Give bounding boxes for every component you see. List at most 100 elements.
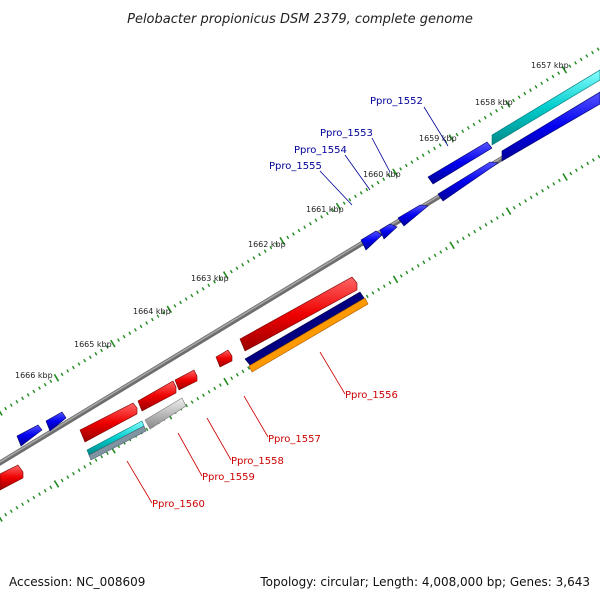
ruler-tick-minor bbox=[438, 143, 442, 147]
ruler-tick-minor bbox=[371, 291, 375, 295]
ruler-label: 1658 kbp bbox=[475, 98, 513, 107]
ruler-tick-minor bbox=[461, 236, 465, 241]
ruler-tick-minor bbox=[478, 119, 482, 123]
ruler-tick-minor bbox=[388, 281, 392, 285]
feature-ppro-1557[interactable] bbox=[239, 276, 358, 352]
ruler-tick-minor bbox=[365, 187, 369, 192]
ruler-tick-minor bbox=[490, 219, 494, 224]
ruler-tick-minor bbox=[500, 105, 504, 110]
feature-ppro-1556-navy[interactable] bbox=[244, 291, 365, 366]
gene-label-ppro-1554[interactable]: Ppro_1554 bbox=[294, 145, 347, 156]
gene-label-ppro-1560[interactable]: Ppro_1560 bbox=[152, 499, 205, 510]
ruler-tick-major bbox=[562, 173, 568, 181]
map-title: Pelobacter propionicus DSM 2379, complet… bbox=[127, 12, 473, 27]
feature-ppro-1554[interactable] bbox=[437, 161, 499, 202]
ruler-tick-minor bbox=[359, 191, 363, 195]
ruler-tick-minor bbox=[303, 225, 307, 229]
ruler-tick-minor bbox=[292, 232, 295, 236]
ruler-tick-minor bbox=[184, 297, 188, 301]
gene-label-ppro-1557[interactable]: Ppro_1557 bbox=[268, 434, 321, 445]
ruler-ticks-top bbox=[0, 47, 600, 416]
feature-ppro-1560[interactable] bbox=[79, 402, 138, 443]
ruler-tick-minor bbox=[541, 188, 544, 193]
ruler-tick-minor bbox=[478, 226, 482, 230]
ruler-tick-minor bbox=[263, 249, 267, 253]
ruler-tick-minor bbox=[495, 216, 499, 220]
ruler-tick-major bbox=[335, 202, 342, 211]
ruler-tick-minor bbox=[348, 198, 352, 202]
ruler-tick-minor bbox=[49, 485, 53, 490]
ruler-tick-minor bbox=[286, 235, 290, 240]
feature-forward-gene[interactable] bbox=[379, 223, 398, 240]
feature-forward-gene[interactable] bbox=[45, 411, 67, 432]
gene-label-ppro-1559[interactable]: Ppro_1559 bbox=[202, 472, 255, 483]
topology-text: Topology: circular; Length: 4,008,000 bp… bbox=[259, 575, 590, 589]
feature-ppro-1556-orange[interactable] bbox=[248, 297, 369, 373]
ruler-tick-major bbox=[448, 134, 455, 143]
ruler-tick-minor bbox=[60, 478, 64, 483]
ruler-tick-minor bbox=[218, 276, 222, 281]
ruler-tick-minor bbox=[445, 246, 448, 251]
gene-label-ppro-1555[interactable]: Ppro_1555 bbox=[269, 161, 322, 172]
gene-label-ppro-1552[interactable]: Ppro_1552 bbox=[370, 96, 423, 107]
ruler-tick-minor bbox=[21, 502, 25, 507]
feature-ppro-1555[interactable] bbox=[397, 204, 429, 227]
ruler-tick-minor bbox=[297, 228, 301, 233]
leaders-top bbox=[319, 106, 449, 206]
ruler-tick-minor bbox=[558, 178, 561, 183]
ruler-tick-minor bbox=[201, 287, 205, 291]
feature-ppro-1559[interactable] bbox=[144, 397, 187, 430]
feature-reverse-gene[interactable] bbox=[174, 369, 198, 391]
ruler-tick-minor bbox=[88, 461, 92, 466]
ruler-tick-minor bbox=[38, 492, 41, 496]
gene-label-ppro-1556[interactable]: Ppro_1556 bbox=[345, 390, 398, 401]
ruler-tick-minor bbox=[428, 257, 431, 261]
ruler-tick-minor bbox=[410, 160, 414, 164]
ruler-tick-major bbox=[505, 207, 512, 216]
feature-ppro-1558[interactable] bbox=[215, 349, 233, 368]
ruler-tick-minor bbox=[145, 427, 149, 432]
ruler-tick-minor bbox=[105, 345, 109, 349]
leaders-bottom bbox=[126, 351, 346, 504]
ruler-tick-minor bbox=[552, 182, 556, 186]
ruler-tick-minor bbox=[512, 206, 516, 210]
ruler-tick-minor bbox=[246, 259, 250, 264]
feature-ppro-1552[interactable] bbox=[491, 69, 600, 146]
ruler-tick-minor bbox=[9, 403, 13, 407]
ruler-tick-minor bbox=[43, 489, 47, 493]
ruler-tick-minor bbox=[66, 475, 70, 479]
feature-reverse-gene[interactable] bbox=[137, 380, 177, 412]
ruler-tick-minor bbox=[586, 161, 590, 166]
ruler-tick-minor bbox=[122, 334, 126, 339]
ruler-tick-minor bbox=[258, 252, 261, 257]
ruler-tick-minor bbox=[399, 274, 403, 278]
ruler-tick-minor bbox=[83, 465, 87, 469]
ruler-tick-minor bbox=[523, 91, 527, 96]
ruler-tick-minor bbox=[241, 369, 245, 374]
ruler-tick-minor bbox=[213, 386, 217, 391]
feature-forward-gene[interactable] bbox=[360, 230, 383, 251]
ruler-tick-major bbox=[222, 271, 229, 279]
feature-slate-gene[interactable] bbox=[88, 425, 147, 461]
gene-label-ppro-1558[interactable]: Ppro_1558 bbox=[231, 456, 284, 467]
ruler-tick-major bbox=[110, 339, 116, 348]
ruler-tick-minor bbox=[551, 74, 555, 79]
ruler-tick-minor bbox=[134, 328, 137, 332]
ruler-tick-minor bbox=[230, 376, 234, 380]
ruler-tick-minor bbox=[580, 165, 584, 169]
ruler-tick-major bbox=[223, 377, 229, 386]
ruler-tick-minor bbox=[213, 280, 216, 284]
ruler-tick-minor bbox=[382, 177, 386, 181]
feature-reverse-gene[interactable] bbox=[0, 464, 24, 491]
feature-forward-gene[interactable] bbox=[16, 424, 43, 447]
ruler-tick-minor bbox=[314, 218, 318, 223]
ruler-tick-minor bbox=[247, 366, 251, 370]
gene-label-ppro-1553[interactable]: Ppro_1553 bbox=[320, 128, 373, 139]
ruler-tick-minor bbox=[156, 314, 160, 318]
feature-ppro-1553[interactable] bbox=[427, 141, 493, 185]
ruler-tick-minor bbox=[185, 403, 188, 408]
feature-forward-gene[interactable] bbox=[501, 91, 600, 162]
ruler-tick-minor bbox=[43, 382, 47, 387]
ruler-tick-minor bbox=[325, 211, 329, 216]
ruler-tick-minor bbox=[218, 383, 222, 387]
